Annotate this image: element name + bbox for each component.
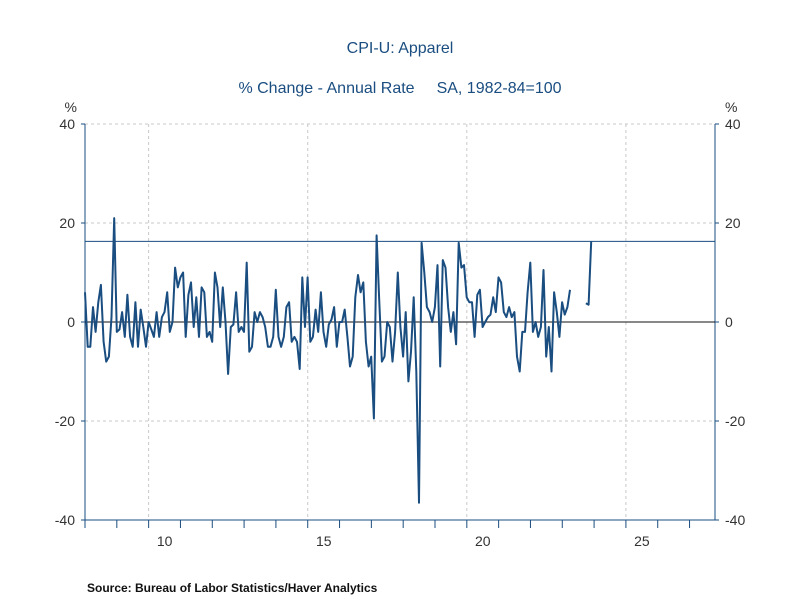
y-tick-label-left: -20 xyxy=(55,413,75,429)
y-tick-label-right: -40 xyxy=(725,512,745,528)
y-tick-label-right: 0 xyxy=(725,314,733,330)
y-tick-label-left: 20 xyxy=(59,215,75,231)
x-tick-label: 10 xyxy=(157,533,173,549)
y-tick-label-right: 40 xyxy=(725,116,741,132)
y-unit-right: % xyxy=(725,99,737,115)
source-note: Source: Bureau of Labor Statistics/Haver… xyxy=(87,581,378,595)
y-tick-label-right: 20 xyxy=(725,215,741,231)
subtitle-left: % Change - Annual Rate xyxy=(238,80,415,97)
series-line xyxy=(84,217,593,504)
y-tick-label-left: 0 xyxy=(67,314,75,330)
chart-title: CPI-U: Apparel xyxy=(346,40,454,57)
chart-subtitle: % Change - Annual Rate SA, 1982-84=100 xyxy=(0,80,800,98)
x-tick-label: 25 xyxy=(634,533,650,549)
y-tick-label-left: 40 xyxy=(59,116,75,132)
tick-labels: -40 -40 -20 -20 0 0 20 20 40 40% % 10 15 20 25 xyxy=(55,99,746,549)
x-tick-label: 20 xyxy=(475,533,491,549)
series xyxy=(84,217,593,504)
x-tick-label: 15 xyxy=(316,533,332,549)
y-unit-left: % xyxy=(65,99,77,115)
subtitle-right: SA, 1982-84=100 xyxy=(436,80,562,97)
y-tick-label-right: -20 xyxy=(725,413,745,429)
y-tick-label-left: -40 xyxy=(55,512,75,528)
